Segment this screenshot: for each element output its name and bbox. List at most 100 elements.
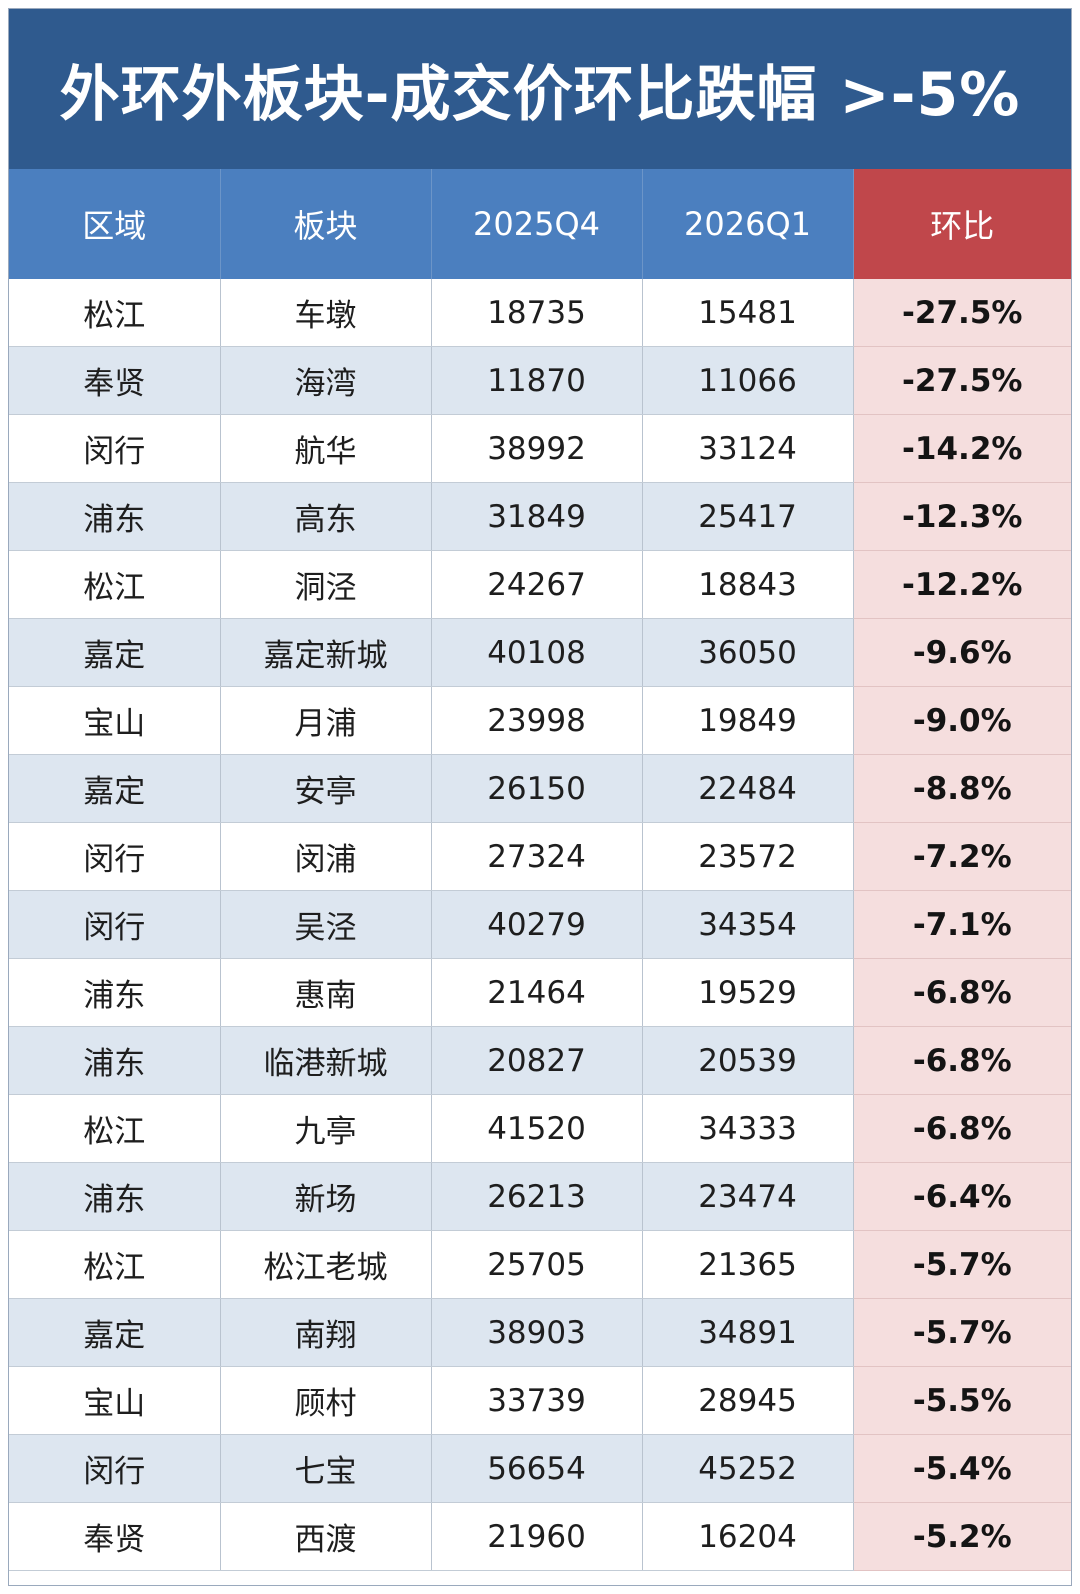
cell-change: -7.1% [853, 890, 1071, 959]
cell-district: 闵行 [9, 414, 221, 483]
cell-district: 松江 [9, 279, 221, 347]
cell-sector: 惠南 [220, 958, 432, 1027]
cell-2026q1: 45252 [642, 1434, 854, 1503]
cell-sector: 嘉定新城 [220, 618, 432, 687]
cell-sector: 松江老城 [220, 1230, 432, 1299]
cell-change: -5.2% [853, 1502, 1071, 1571]
cell-2025q4: 20827 [431, 1026, 643, 1095]
price-table: 区域 板块 2025Q4 2026Q1 环比 松江 车墩 18735 15481 -27… [9, 169, 1071, 1571]
cell-district: 浦东 [9, 1162, 221, 1231]
table-row: 奉贤 西渡 21960 16204 -5.2% [9, 1502, 1071, 1571]
cell-2026q1: 18843 [642, 550, 854, 619]
table-row: 嘉定 南翔 38903 34891 -5.7% [9, 1298, 1071, 1367]
cell-2026q1: 15481 [642, 279, 854, 347]
cell-2026q1: 25417 [642, 482, 854, 551]
cell-change: -8.8% [853, 754, 1071, 823]
cell-change: -9.6% [853, 618, 1071, 687]
header-2025q4: 2025Q4 [431, 169, 643, 279]
cell-district: 嘉定 [9, 618, 221, 687]
table-row: 浦东 惠南 21464 19529 -6.8% [9, 958, 1071, 1027]
cell-2026q1: 11066 [642, 346, 854, 415]
price-change-table-card: 外环外板块-成交价环比跌幅 >-5% 区域 板块 2025Q4 2026Q1 环… [8, 8, 1072, 1586]
cell-2025q4: 25705 [431, 1230, 643, 1299]
cell-2026q1: 22484 [642, 754, 854, 823]
cell-change: -12.3% [853, 482, 1071, 551]
cell-district: 奉贤 [9, 1502, 221, 1571]
cell-2025q4: 18735 [431, 279, 643, 347]
cell-change: -5.4% [853, 1434, 1071, 1503]
table-row: 闵行 七宝 56654 45252 -5.4% [9, 1434, 1071, 1503]
cell-district: 浦东 [9, 482, 221, 551]
cell-change: -5.7% [853, 1298, 1071, 1367]
cell-change: -27.5% [853, 346, 1071, 415]
cell-district: 浦东 [9, 958, 221, 1027]
table-row: 宝山 顾村 33739 28945 -5.5% [9, 1366, 1071, 1435]
cell-2025q4: 41520 [431, 1094, 643, 1163]
table-row: 松江 车墩 18735 15481 -27.5% [9, 279, 1071, 347]
cell-change: -6.8% [853, 1026, 1071, 1095]
cell-district: 浦东 [9, 1026, 221, 1095]
table-row: 闵行 闵浦 27324 23572 -7.2% [9, 822, 1071, 891]
cell-sector: 吴泾 [220, 890, 432, 959]
cell-2025q4: 40108 [431, 618, 643, 687]
cell-sector: 七宝 [220, 1434, 432, 1503]
header-change: 环比 [853, 169, 1071, 279]
cell-2025q4: 24267 [431, 550, 643, 619]
cell-2026q1: 36050 [642, 618, 854, 687]
cell-sector: 南翔 [220, 1298, 432, 1367]
cell-sector: 临港新城 [220, 1026, 432, 1095]
cell-sector: 海湾 [220, 346, 432, 415]
cell-district: 嘉定 [9, 754, 221, 823]
cell-2026q1: 34891 [642, 1298, 854, 1367]
cell-2025q4: 21464 [431, 958, 643, 1027]
table-row: 闵行 吴泾 40279 34354 -7.1% [9, 890, 1071, 959]
cell-sector: 车墩 [220, 279, 432, 347]
table-row: 浦东 新场 26213 23474 -6.4% [9, 1162, 1071, 1231]
cell-district: 奉贤 [9, 346, 221, 415]
cell-2026q1: 23474 [642, 1162, 854, 1231]
cell-district: 闵行 [9, 1434, 221, 1503]
cell-sector: 洞泾 [220, 550, 432, 619]
cell-district: 松江 [9, 550, 221, 619]
cell-2025q4: 11870 [431, 346, 643, 415]
header-district: 区域 [9, 169, 221, 279]
cell-2025q4: 23998 [431, 686, 643, 755]
cell-sector: 顾村 [220, 1366, 432, 1435]
cell-district: 闵行 [9, 890, 221, 959]
cell-2026q1: 34354 [642, 890, 854, 959]
cell-2026q1: 16204 [642, 1502, 854, 1571]
table-row: 松江 九亭 41520 34333 -6.8% [9, 1094, 1071, 1163]
cell-change: -6.4% [853, 1162, 1071, 1231]
cell-2026q1: 19849 [642, 686, 854, 755]
cell-2026q1: 20539 [642, 1026, 854, 1095]
cell-2026q1: 28945 [642, 1366, 854, 1435]
title-bar: 外环外板块-成交价环比跌幅 >-5% [9, 9, 1071, 169]
table-row: 嘉定 嘉定新城 40108 36050 -9.6% [9, 618, 1071, 687]
cell-sector: 航华 [220, 414, 432, 483]
cell-change: -27.5% [853, 279, 1071, 347]
cell-sector: 闵浦 [220, 822, 432, 891]
cell-2025q4: 26213 [431, 1162, 643, 1231]
cell-2026q1: 34333 [642, 1094, 854, 1163]
cell-2025q4: 31849 [431, 482, 643, 551]
table-row: 浦东 临港新城 20827 20539 -6.8% [9, 1026, 1071, 1095]
cell-district: 宝山 [9, 1366, 221, 1435]
cell-sector: 安亭 [220, 754, 432, 823]
table-row: 闵行 航华 38992 33124 -14.2% [9, 414, 1071, 483]
cell-sector: 九亭 [220, 1094, 432, 1163]
cell-change: -6.8% [853, 1094, 1071, 1163]
cell-change: -6.8% [853, 958, 1071, 1027]
table-title: 外环外板块-成交价环比跌幅 >-5% [59, 59, 1021, 130]
cell-sector: 月浦 [220, 686, 432, 755]
cell-change: -14.2% [853, 414, 1071, 483]
cell-district: 闵行 [9, 822, 221, 891]
cell-sector: 新场 [220, 1162, 432, 1231]
header-2026q1: 2026Q1 [642, 169, 854, 279]
cell-2025q4: 27324 [431, 822, 643, 891]
cell-2026q1: 33124 [642, 414, 854, 483]
cell-district: 嘉定 [9, 1298, 221, 1367]
cell-change: -12.2% [853, 550, 1071, 619]
table-row: 宝山 月浦 23998 19849 -9.0% [9, 686, 1071, 755]
cell-2025q4: 21960 [431, 1502, 643, 1571]
cell-sector: 西渡 [220, 1502, 432, 1571]
